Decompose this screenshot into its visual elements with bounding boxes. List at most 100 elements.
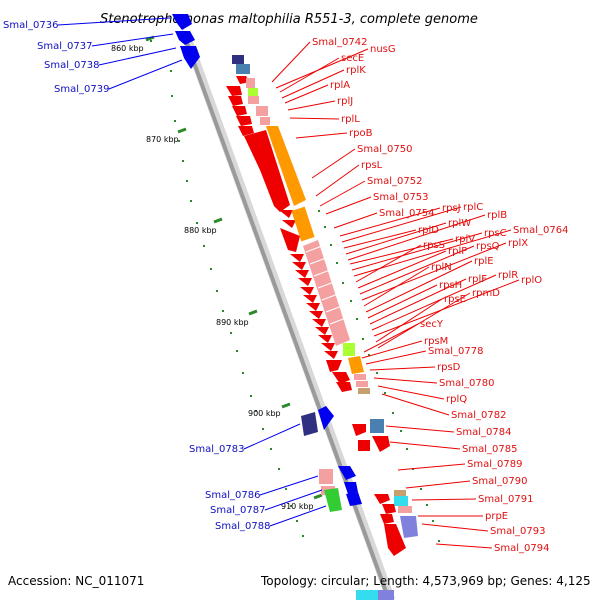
gene-label[interactable]: Smal_0782 [451, 410, 506, 421]
gene-feature[interactable] [301, 412, 318, 436]
gene-feature[interactable] [228, 96, 243, 106]
gene-feature[interactable] [236, 64, 250, 74]
gene-label[interactable]: rplC [463, 202, 483, 213]
gene-feature[interactable] [356, 381, 368, 387]
gene-label[interactable]: rpsE [444, 294, 466, 305]
gene-label[interactable]: Smal_0791 [478, 494, 533, 505]
gene-feature[interactable] [398, 506, 412, 513]
gene-feature[interactable] [394, 496, 408, 506]
gene-label[interactable]: rplL [341, 114, 360, 125]
gene-feature[interactable] [348, 356, 364, 374]
gene-label[interactable]: rplR [498, 270, 518, 281]
gene-label[interactable]: rpsD [437, 362, 461, 373]
gene-feature[interactable] [332, 372, 350, 384]
gene-label[interactable]: Smal_0750 [357, 144, 412, 155]
gene-feature[interactable] [246, 78, 255, 88]
gene-feature[interactable] [344, 482, 358, 494]
gene-label[interactable]: Smal_0742 [312, 37, 367, 48]
gene-label[interactable]: rpsL [361, 160, 383, 171]
gene-feature[interactable] [309, 311, 323, 319]
gene-label[interactable]: Smal_0780 [439, 378, 494, 389]
gene-feature[interactable] [315, 327, 329, 335]
gene-feature[interactable] [238, 126, 254, 136]
gene-label[interactable]: Smal_0738 [44, 60, 99, 71]
gene-feature[interactable] [346, 492, 362, 506]
gene-feature[interactable] [384, 524, 406, 556]
gene-label[interactable]: Smal_0787 [210, 505, 265, 516]
gene-label[interactable]: Smal_0753 [373, 192, 428, 203]
gene-feature[interactable] [232, 106, 247, 116]
gene-label[interactable]: Smal_0754 [379, 208, 434, 219]
gene-label[interactable]: Smal_0785 [462, 444, 517, 455]
gene-feature[interactable] [380, 514, 394, 524]
gene-feature[interactable] [180, 46, 200, 69]
gene-label[interactable]: Smal_0752 [367, 176, 422, 187]
gene-feature[interactable] [312, 319, 326, 327]
gene-label[interactable]: rpoB [349, 128, 373, 139]
gene-label[interactable]: secY [420, 319, 444, 330]
gene-feature[interactable] [382, 504, 396, 514]
gene-label[interactable]: rplQ [446, 394, 467, 405]
gene-label[interactable]: Smal_0790 [472, 476, 527, 487]
gene-feature[interactable] [282, 220, 296, 228]
gene-feature[interactable] [400, 516, 418, 538]
gene-label[interactable]: rpsS [423, 240, 445, 251]
gene-feature[interactable] [244, 130, 290, 212]
gene-feature[interactable] [280, 228, 300, 252]
gene-feature[interactable] [336, 382, 352, 392]
gene-feature[interactable] [172, 14, 192, 30]
gene-feature[interactable] [292, 262, 306, 270]
gene-label[interactable]: rpmD [472, 288, 500, 299]
gene-feature[interactable] [318, 406, 334, 430]
gene-feature[interactable] [394, 490, 406, 497]
gene-label[interactable]: Smal_0778 [428, 346, 483, 357]
gene-feature[interactable] [248, 88, 258, 96]
gene-label[interactable]: rplK [346, 65, 366, 76]
gene-label[interactable]: rplA [330, 80, 350, 91]
gene-label[interactable]: rplX [508, 238, 528, 249]
gene-feature[interactable] [266, 126, 306, 206]
gene-feature[interactable] [354, 374, 366, 380]
gene-feature[interactable] [256, 106, 268, 116]
gene-label[interactable]: rplB [487, 210, 507, 221]
gene-label[interactable]: rpsJ [442, 203, 461, 214]
gene-feature[interactable] [295, 270, 309, 278]
gene-label[interactable]: rpsH [439, 280, 462, 291]
gene-feature[interactable] [290, 254, 304, 262]
gene-feature[interactable] [358, 388, 370, 394]
gene-label[interactable]: rplE [474, 256, 494, 267]
gene-feature[interactable] [260, 117, 270, 125]
gene-feature[interactable] [298, 278, 312, 286]
gene-label[interactable]: rpsQ [476, 241, 500, 252]
gene-feature[interactable] [372, 436, 390, 452]
gene-feature[interactable] [324, 351, 338, 359]
gene-label[interactable]: Smal_0794 [494, 543, 549, 554]
gene-label[interactable]: rplN [431, 262, 452, 273]
gene-label[interactable]: Smal_0737 [37, 41, 92, 52]
gene-feature[interactable] [236, 116, 252, 126]
gene-label[interactable]: nusG [370, 44, 396, 55]
gene-label[interactable]: rplV [455, 234, 475, 245]
gene-feature[interactable] [356, 590, 378, 600]
gene-label[interactable]: rplO [521, 275, 542, 286]
gene-label[interactable]: rplD [418, 225, 439, 236]
gene-feature[interactable] [318, 335, 332, 343]
gene-label[interactable]: rplJ [337, 96, 353, 107]
gene-label[interactable]: Smal_0784 [456, 427, 511, 438]
gene-label[interactable]: Smal_0783 [189, 444, 244, 455]
gene-feature[interactable] [175, 31, 195, 45]
gene-label[interactable]: rpsC [484, 228, 507, 239]
gene-feature[interactable] [306, 303, 320, 311]
gene-label[interactable]: Smal_0789 [467, 459, 522, 470]
gene-label[interactable]: Smal_0739 [54, 84, 109, 95]
gene-feature[interactable] [358, 440, 370, 451]
gene-label[interactable]: Smal_0736 [3, 20, 58, 31]
gene-label[interactable]: Smal_0786 [205, 490, 260, 501]
gene-label[interactable]: Smal_0793 [490, 526, 545, 537]
gene-feature[interactable] [226, 86, 242, 96]
gene-feature[interactable] [378, 590, 394, 600]
gene-feature[interactable] [374, 494, 390, 504]
gene-label[interactable]: prpE [485, 511, 508, 522]
gene-feature[interactable] [279, 210, 293, 218]
gene-label[interactable]: secE [341, 53, 364, 64]
